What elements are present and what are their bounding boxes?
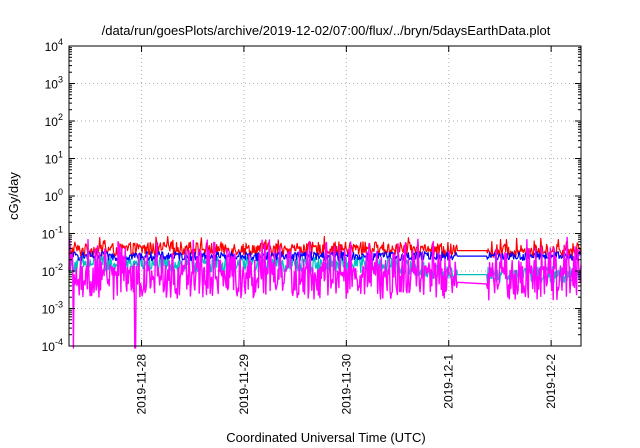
- x-tick-label: 2019-11-29: [237, 354, 251, 415]
- y-tick-label: 10-2: [42, 262, 63, 279]
- chart-title: /data/run/goesPlots/archive/2019-12-02/0…: [102, 23, 551, 38]
- y-tick-label: 101: [45, 150, 63, 167]
- series-line: [68, 236, 582, 349]
- y-axis-label: cGy/day: [6, 172, 21, 220]
- data-series: [68, 235, 582, 349]
- y-tick-label: 104: [45, 37, 63, 54]
- x-axis-label: Coordinated Universal Time (UTC): [226, 430, 425, 445]
- grid-lines: [69, 46, 581, 346]
- y-tick-label: 100: [45, 187, 63, 204]
- x-tick-label: 2019-11-30: [339, 354, 353, 415]
- y-tick-label: 10-3: [42, 300, 63, 317]
- y-tick-label: 10-1: [42, 225, 63, 242]
- x-tick-label: 2019-11-28: [135, 354, 149, 415]
- y-tick-label: 102: [45, 112, 63, 129]
- y-tick-label: 103: [45, 75, 63, 92]
- y-tick-label: 10-4: [42, 337, 63, 354]
- x-tick-label: 2019-12-1: [442, 354, 456, 409]
- axis-ticks: 10-4 10-3 10-2 10-1 100 101 102 103 104 2019-11-2…: [42, 37, 581, 415]
- x-tick-label: 2019-12-2: [544, 354, 558, 409]
